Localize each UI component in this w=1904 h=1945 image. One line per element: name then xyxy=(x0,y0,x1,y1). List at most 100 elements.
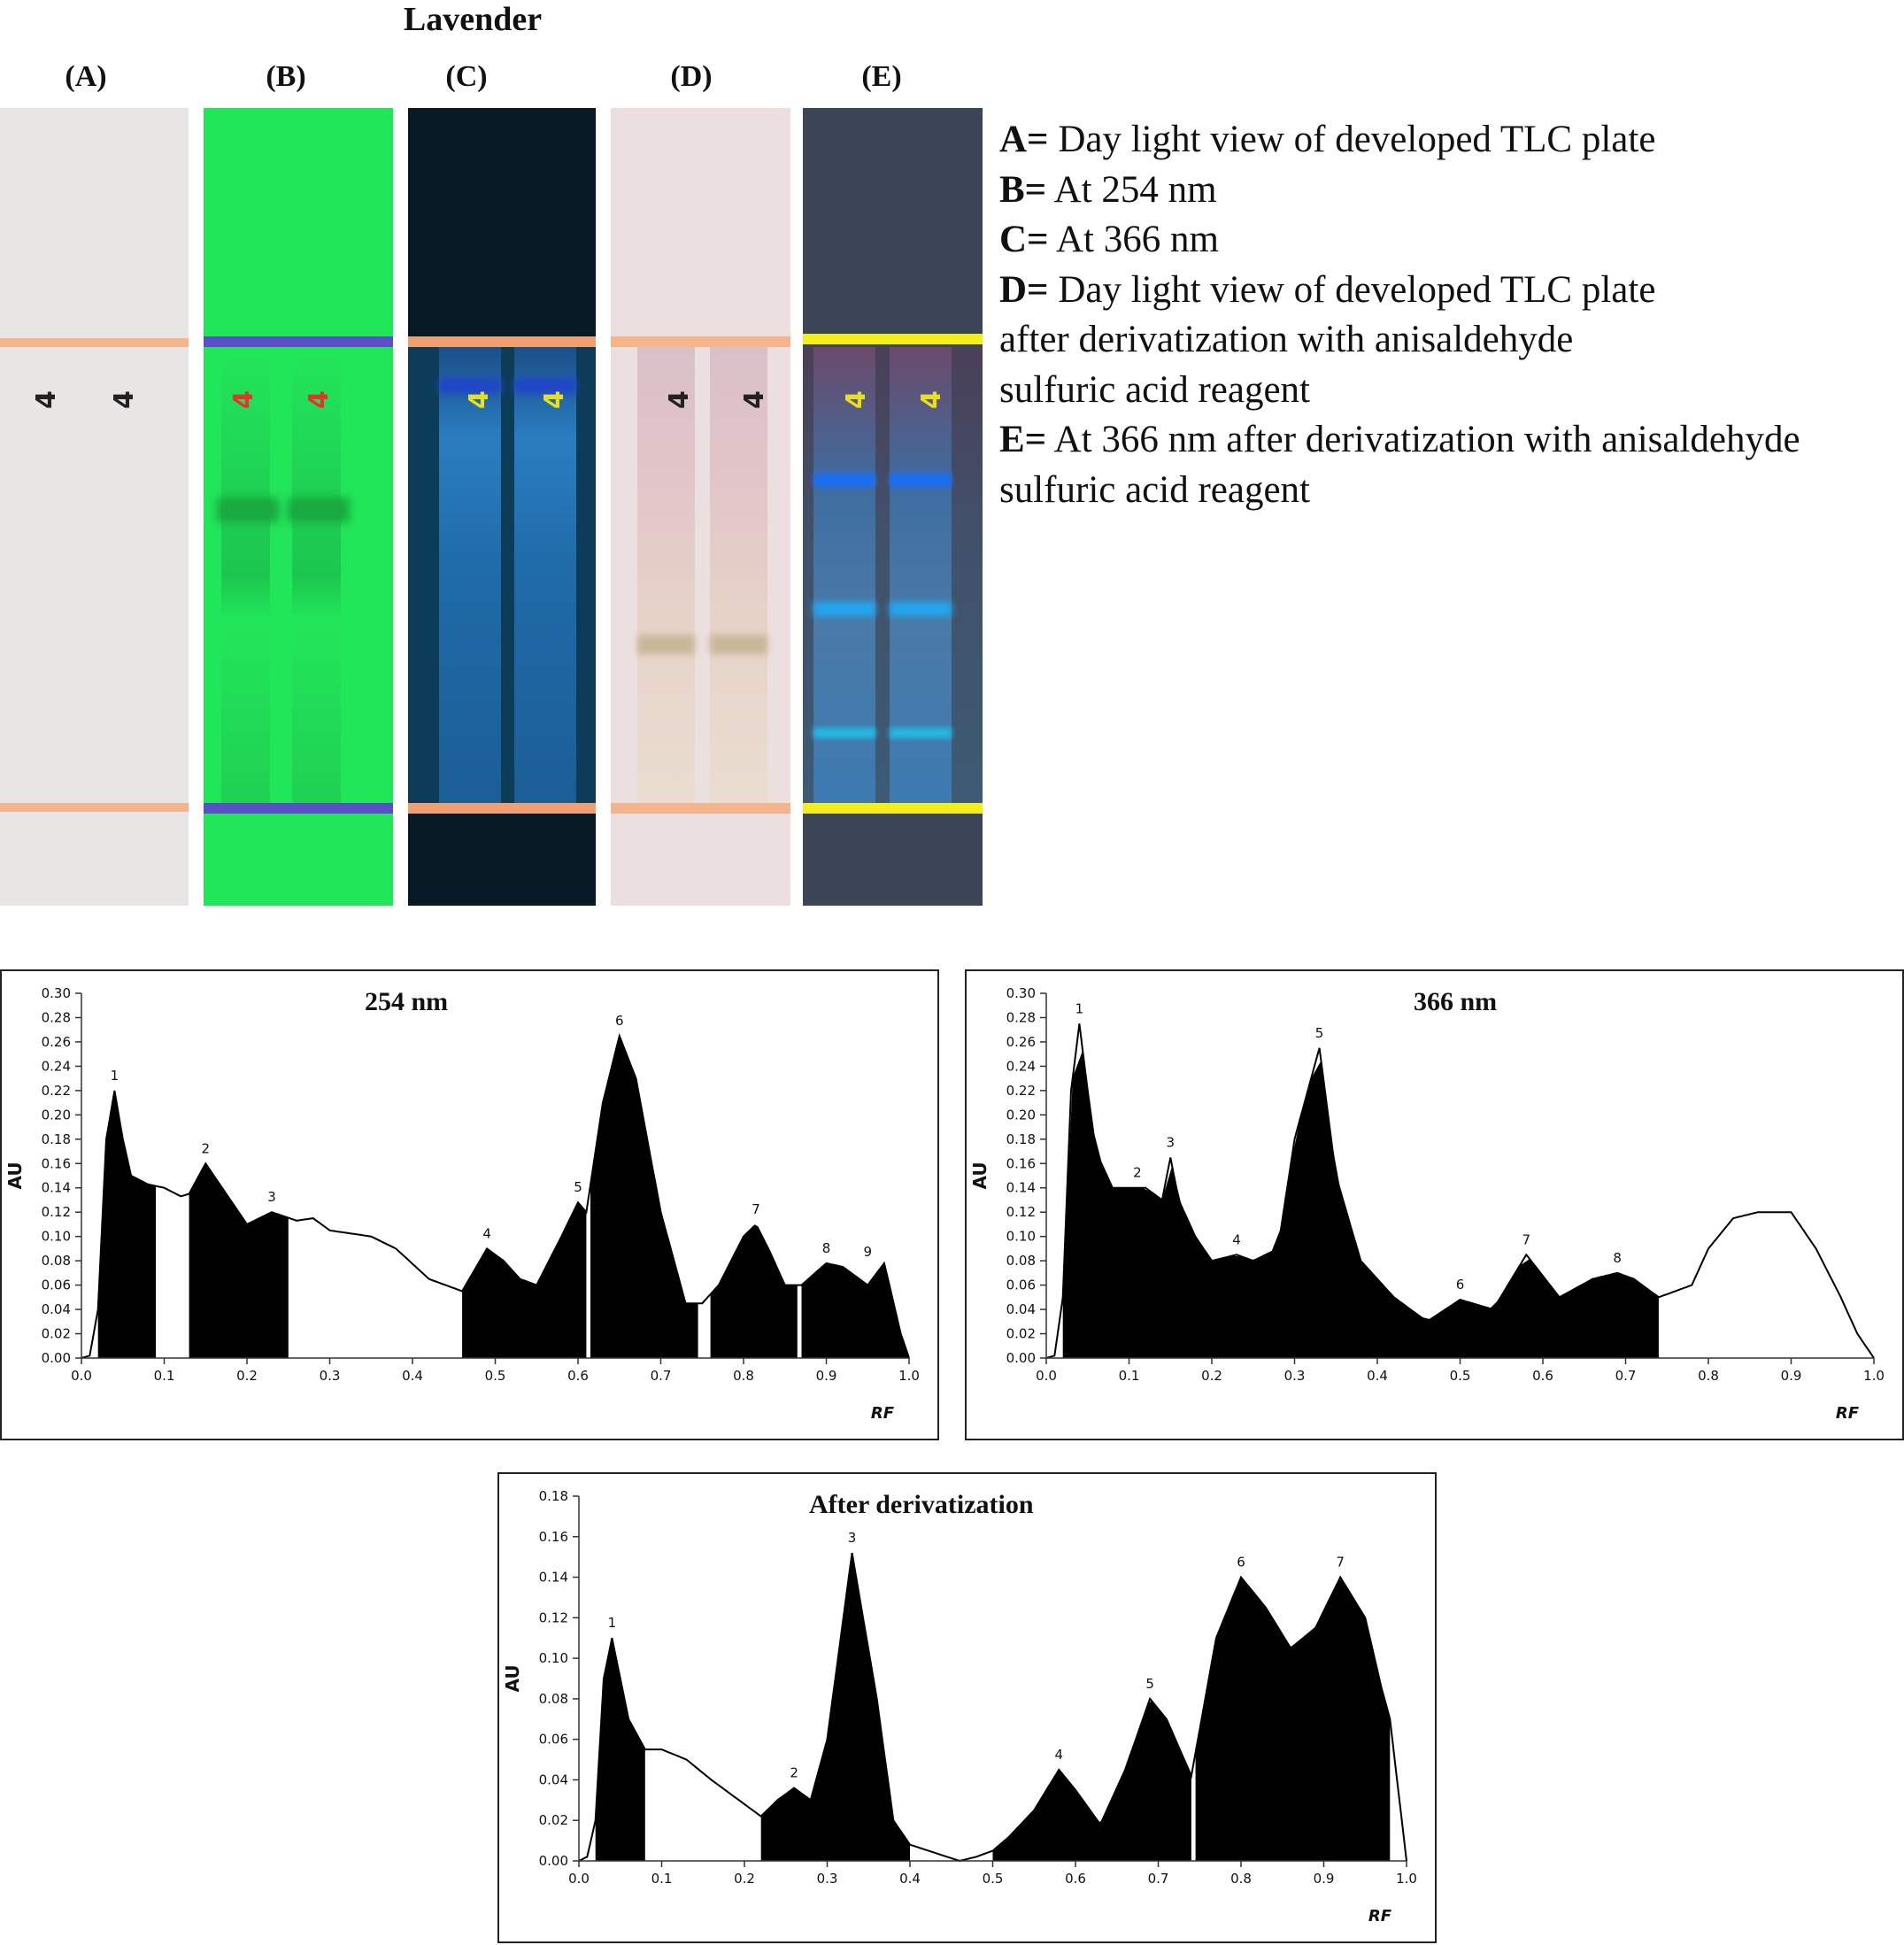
lane-label: 4 xyxy=(227,390,259,409)
x-tick-label: 0.6 xyxy=(1065,1871,1086,1887)
peak-label: 4 xyxy=(1232,1231,1241,1247)
peak-area xyxy=(462,1202,587,1358)
x-tick-label: 0.6 xyxy=(1532,1368,1553,1384)
x-tick-label: 0.1 xyxy=(154,1368,175,1384)
x-tick-label: 0.7 xyxy=(1148,1871,1169,1887)
lane-label: 4 xyxy=(303,390,335,409)
chart-svg: 0.000.020.040.060.080.100.120.140.160.18… xyxy=(4,985,920,1423)
x-tick-label: 0.4 xyxy=(1367,1368,1388,1384)
lane-label: 4 xyxy=(915,390,947,409)
chart-svg: 0.000.020.040.060.080.100.120.140.160.18… xyxy=(502,1488,1417,1926)
y-tick-label: 0.18 xyxy=(539,1488,568,1504)
chart-title: After derivatization xyxy=(809,1490,1034,1519)
lane-label: 4 xyxy=(463,390,495,409)
peak-label: 1 xyxy=(608,1615,617,1631)
y-tick-label: 0.18 xyxy=(42,1131,71,1147)
y-tick-label: 0.24 xyxy=(1006,1058,1036,1074)
y-tick-label: 0.06 xyxy=(539,1732,568,1748)
y-tick-label: 0.08 xyxy=(1006,1253,1036,1269)
y-tick-label: 0.30 xyxy=(42,985,71,1001)
legend-key: A= xyxy=(999,119,1049,160)
y-tick-label: 0.22 xyxy=(42,1083,71,1099)
peak-label: 6 xyxy=(1237,1555,1245,1571)
x-tick-label: 0.4 xyxy=(899,1871,921,1887)
y-tick-label: 0.14 xyxy=(539,1570,568,1586)
plate-label-a: (A) xyxy=(65,60,107,93)
legend-text: At 366 nm after derivatization with anis… xyxy=(1046,419,1800,460)
peak-area xyxy=(97,1091,157,1358)
x-tick-label: 0.0 xyxy=(71,1368,92,1384)
peak-area xyxy=(590,1037,698,1358)
peak-label: 2 xyxy=(1133,1165,1142,1181)
x-tick-label: 0.6 xyxy=(567,1368,589,1384)
peak-label: 4 xyxy=(1055,1747,1064,1763)
plate-label-d: (D) xyxy=(670,60,713,93)
y-axis-label: AU xyxy=(4,1162,26,1189)
y-tick-label: 0.06 xyxy=(42,1277,71,1293)
x-tick-label: 0.3 xyxy=(817,1871,838,1887)
x-tick-label: 0.7 xyxy=(1615,1368,1637,1384)
y-tick-label: 0.20 xyxy=(42,1107,71,1123)
y-tick-label: 0.08 xyxy=(539,1691,568,1707)
y-tick-label: 0.00 xyxy=(1006,1350,1036,1366)
figure-title: Lavender xyxy=(403,1,543,38)
lane-label: 4 xyxy=(738,390,770,409)
y-tick-label: 0.14 xyxy=(42,1180,71,1196)
x-tick-label: 0.3 xyxy=(1284,1368,1306,1384)
y-tick-label: 0.16 xyxy=(1006,1155,1036,1171)
peak-label: 8 xyxy=(822,1240,831,1256)
y-tick-label: 0.26 xyxy=(42,1034,71,1050)
chart-title: 366 nm xyxy=(1414,987,1498,1016)
x-axis-label: RF xyxy=(871,1404,895,1423)
legend-row: E= At 366 nm after derivatization with a… xyxy=(999,415,1800,466)
legend-text: after derivatization with anisaldehyde xyxy=(999,319,1574,360)
tlc-plate-d: 4 4 xyxy=(611,108,790,906)
peak-label: 7 xyxy=(1522,1231,1531,1247)
y-tick-label: 0.00 xyxy=(539,1853,568,1869)
y-tick-label: 0.10 xyxy=(42,1229,71,1245)
legend-row: sulfuric acid reagent xyxy=(999,466,1800,516)
legend-text: Day light view of developed TLC plate xyxy=(1048,119,1656,160)
legend-row: C= At 366 nm xyxy=(999,215,1800,266)
peak-area xyxy=(992,1701,1191,1861)
densitogram-254nm: 0.00 0.02 0.04 0.06 0.08 0.10 0.12 0.14 0.16 0.18… xyxy=(0,969,939,1440)
peak-label: 7 xyxy=(1336,1555,1345,1571)
legend-text: sulfuric acid reagent xyxy=(999,368,1310,411)
lane-label: 4 xyxy=(840,390,872,409)
x-tick-label: 0.0 xyxy=(1036,1368,1057,1384)
x-tick-label: 0.8 xyxy=(1230,1871,1252,1887)
x-tick-label: 0.8 xyxy=(1698,1368,1719,1384)
y-tick-label: 0.24 xyxy=(42,1058,71,1074)
x-tick-label: 0.8 xyxy=(733,1368,754,1384)
series-line xyxy=(1045,1023,1875,1359)
y-tick-label: 0.12 xyxy=(1006,1204,1036,1220)
y-tick-label: 0.16 xyxy=(539,1529,568,1545)
tlc-plate-b: 4 4 xyxy=(204,108,393,906)
x-tick-label: 0.1 xyxy=(651,1871,673,1887)
y-tick-label: 0.02 xyxy=(42,1326,71,1342)
x-tick-label: 0.9 xyxy=(816,1368,837,1384)
legend-text: At 254 nm xyxy=(1046,168,1217,211)
x-tick-label: 0.2 xyxy=(734,1871,755,1887)
plate-label-e: (E) xyxy=(861,60,902,93)
x-tick-label: 0.9 xyxy=(1314,1871,1335,1887)
plate-label-c: (C) xyxy=(445,60,488,93)
series-line xyxy=(81,1032,910,1359)
y-tick-label: 0.14 xyxy=(1006,1180,1036,1196)
legend-text: Day light view of developed TLC plate xyxy=(1048,268,1656,311)
x-tick-label: 0.3 xyxy=(320,1368,341,1384)
tlc-plate-a: 4 4 xyxy=(0,108,189,906)
peak-label: 1 xyxy=(1075,1000,1084,1016)
legend-text: sulfuric acid reagent xyxy=(999,468,1310,511)
y-tick-label: 0.04 xyxy=(42,1301,71,1317)
peak-label: 3 xyxy=(267,1189,276,1205)
tlc-plate-e: 4 4 xyxy=(803,108,983,906)
peak-label: 2 xyxy=(790,1765,798,1781)
y-tick-label: 0.30 xyxy=(1006,985,1036,1001)
x-tick-label: 0.0 xyxy=(568,1871,590,1887)
plate-legend: A= Day light view of developed TLC plate… xyxy=(999,115,1800,515)
y-tick-label: 0.16 xyxy=(42,1155,71,1171)
peak-label: 4 xyxy=(482,1225,491,1241)
y-tick-label: 0.08 xyxy=(42,1253,71,1269)
legend-key: C= xyxy=(999,219,1049,260)
